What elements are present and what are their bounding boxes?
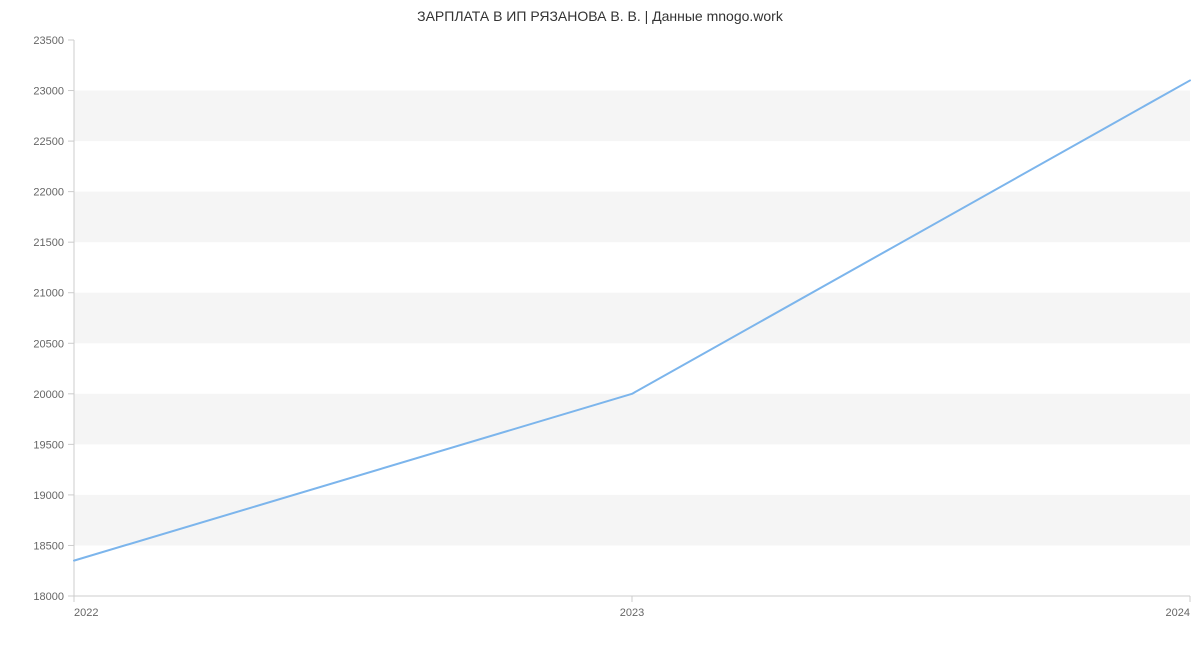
grid-band [74,394,1190,445]
y-axis-label: 18000 [33,591,64,603]
y-axis-label: 18500 [33,540,64,552]
grid-band [74,293,1190,344]
grid-band [74,495,1190,546]
x-axis-label: 2023 [620,607,644,619]
y-axis-label: 20000 [33,389,64,401]
y-axis-label: 20500 [33,338,64,350]
y-axis-label: 22000 [33,187,64,199]
y-axis-label: 23500 [33,35,64,47]
chart-title: ЗАРПЛАТА В ИП РЯЗАНОВА В. В. | Данные mn… [0,8,1200,24]
x-axis-label: 2024 [1166,607,1190,619]
grid-band [74,192,1190,243]
chart-svg: 18000 18500 19000 19500 20000 20500 21000 21500… [0,0,1200,650]
grid-band [74,91,1190,142]
x-axis-label: 2022 [74,607,98,619]
y-axis-label: 21000 [33,288,64,300]
y-axis-label: 21500 [33,237,64,249]
y-axis-label: 19500 [33,439,64,451]
y-axis-label: 19000 [33,490,64,502]
salary-line-chart: ЗАРПЛАТА В ИП РЯЗАНОВА В. В. | Данные mn… [0,0,1200,650]
y-axis-label: 22500 [33,136,64,148]
y-axis-label: 23000 [33,86,64,98]
